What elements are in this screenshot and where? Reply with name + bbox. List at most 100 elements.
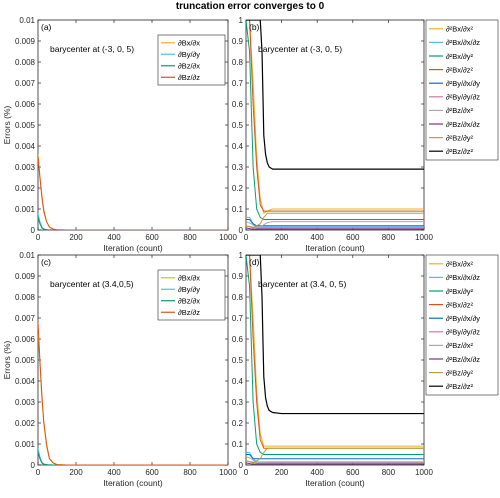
legend-entry: ∂²By/∂x/∂y — [446, 79, 480, 88]
series-line-9 — [246, 212, 424, 229]
y-tick-label: 0.009 — [15, 37, 36, 46]
y-tick-label: 0.002 — [15, 419, 36, 428]
series-line-6 — [246, 225, 424, 229]
panel-label: (b) — [249, 22, 260, 32]
y-tick-label: 0.5 — [232, 356, 244, 365]
y-tick-label: 0.003 — [15, 398, 36, 407]
y-axis-label: Errors (%) — [2, 105, 12, 144]
series-line-8 — [246, 462, 424, 465]
y-tick-label: 0.9 — [232, 272, 244, 281]
x-tick-label: 1000 — [415, 233, 433, 242]
x-axis-label: Iteration (count) — [103, 243, 163, 253]
series-line-3 — [246, 255, 424, 455]
y-tick-label: 0.8 — [232, 293, 244, 302]
series-line-4 — [38, 322, 228, 465]
y-tick-label: 1 — [239, 251, 244, 260]
legend-entry: ∂²Bz/∂y² — [446, 368, 473, 377]
legend-entry: ∂²Bz/∂z² — [446, 382, 473, 391]
legend-entry: ∂²Bz/∂x² — [446, 106, 473, 115]
legend-entry: ∂²Bx/∂z² — [446, 65, 473, 74]
legend-entry: ∂²Bx/∂x² — [446, 25, 473, 34]
x-tick-label: 0 — [244, 233, 249, 242]
x-axis-label: Iteration (count) — [305, 478, 365, 488]
x-tick-label: 1000 — [219, 468, 237, 477]
series-line-4 — [246, 20, 424, 212]
x-tick-label: 0 — [36, 233, 41, 242]
y-tick-label: 0.6 — [232, 335, 244, 344]
x-tick-label: 0 — [244, 468, 249, 477]
y-tick-label: 0.006 — [15, 335, 36, 344]
legend-entry: ∂²Bx/∂y² — [446, 287, 473, 296]
plot-area-d — [245, 254, 425, 466]
x-tick-label: 600 — [346, 233, 360, 242]
legend-c: ∂Bx/∂x ∂By/∂y ∂Bz/∂x ∂Bz/∂z — [157, 269, 226, 321]
panel-label: (d) — [249, 257, 260, 267]
y-tick-label: 0.007 — [15, 314, 36, 323]
y-tick-label: 0.007 — [15, 79, 36, 88]
x-tick-label: 600 — [346, 468, 360, 477]
y-tick-label: 0.009 — [15, 272, 36, 281]
legend-entry: ∂²By/∂x/∂y — [446, 314, 480, 323]
series-line-1 — [246, 20, 424, 214]
legend-entry: ∂Bz/∂x — [178, 62, 200, 71]
legend-entry: ∂²Bz/∂z² — [446, 147, 473, 156]
series-line-3 — [38, 452, 228, 465]
legend-entry: ∂By/∂y — [178, 50, 200, 59]
series-line-8 — [246, 227, 424, 230]
y-tick-label: 0.008 — [15, 58, 36, 67]
series-group-a — [38, 154, 228, 230]
x-tick-label: 600 — [145, 468, 159, 477]
y-tick-label: 0.01 — [19, 16, 35, 25]
y-tick-label: 0.003 — [15, 163, 36, 172]
series-line-7 — [246, 456, 424, 464]
y-tick-label: 0.002 — [15, 184, 36, 193]
barycenter-annotation: barycenter at (-3, 0, 5) — [258, 44, 342, 54]
y-tick-label: 0.1 — [232, 440, 244, 449]
legend-box — [425, 19, 499, 161]
legend-entry: ∂²Bx/∂y² — [446, 52, 473, 61]
y-tick-label: 0.001 — [15, 205, 36, 214]
legend-entry: ∂²Bx/∂x/∂z — [446, 38, 480, 47]
legend-entry: ∂²Bz/∂x² — [446, 341, 473, 350]
legend-entry: ∂²Bz/∂x/∂z — [446, 355, 480, 364]
y-tick-label: 1 — [239, 16, 244, 25]
legend-d: ∂²Bx/∂x² ∂²Bx/∂x/∂z ∂²Bx/∂y² ∂²Bx/∂z² ∂²By/∂… — [425, 254, 499, 396]
legend-entry: ∂Bx/∂x — [178, 274, 200, 283]
y-tick-label: 0.005 — [15, 356, 36, 365]
y-tick-label: 0.006 — [15, 100, 36, 109]
barycenter-annotation: barycenter at (3.4, 0, 5) — [258, 279, 347, 289]
legend-entry: ∂²Bz/∂x/∂z — [446, 120, 480, 129]
x-tick-label: 1000 — [219, 233, 237, 242]
barycenter-annotation: barycenter at (-3, 0, 5) — [50, 44, 134, 54]
legend-a: ∂Bx/∂x ∂By/∂y ∂Bz/∂x ∂Bz/∂z — [157, 34, 226, 86]
y-tick-label: 0.9 — [232, 37, 244, 46]
legend-entry: ∂²Bx/∂x/∂z — [446, 273, 480, 282]
y-tick-label: 0.2 — [232, 419, 244, 428]
x-tick-label: 800 — [382, 468, 396, 477]
panel-c: 0 0.001 0.002 0.003 0.004 0.005 0.006 0.007 0.00… — [2, 251, 237, 488]
series-line-3 — [246, 20, 424, 220]
y-tick-label: 0.4 — [232, 377, 244, 386]
legend-entry: ∂By/∂y — [178, 285, 200, 294]
legend-entry: ∂²By/∂y/∂z — [446, 93, 480, 102]
y-tick-label: 0.4 — [232, 142, 244, 151]
x-tick-label: 400 — [311, 233, 325, 242]
legend-entry: ∂²Bz/∂y² — [446, 133, 473, 142]
y-tick-label: 0.004 — [15, 142, 36, 151]
figure-title: truncation error converges to 0 — [176, 1, 325, 12]
legend-entry: ∂Bz/∂z — [178, 308, 200, 317]
series-line-5 — [246, 219, 424, 227]
y-tick-label: 0 — [31, 461, 36, 470]
x-axis-label: Iteration (count) — [305, 243, 365, 253]
y-tick-label: 0.001 — [15, 440, 36, 449]
y-tick-label: 0.005 — [15, 121, 36, 130]
series-line-9 — [246, 447, 424, 464]
x-tick-label: 800 — [382, 233, 396, 242]
series-line-7 — [246, 221, 424, 229]
series-group-b — [246, 20, 424, 230]
y-tick-label: 0 — [239, 461, 244, 470]
y-tick-label: 0.3 — [232, 398, 244, 407]
legend-entry: ∂Bz/∂z — [178, 73, 200, 82]
x-tick-label: 800 — [183, 468, 197, 477]
